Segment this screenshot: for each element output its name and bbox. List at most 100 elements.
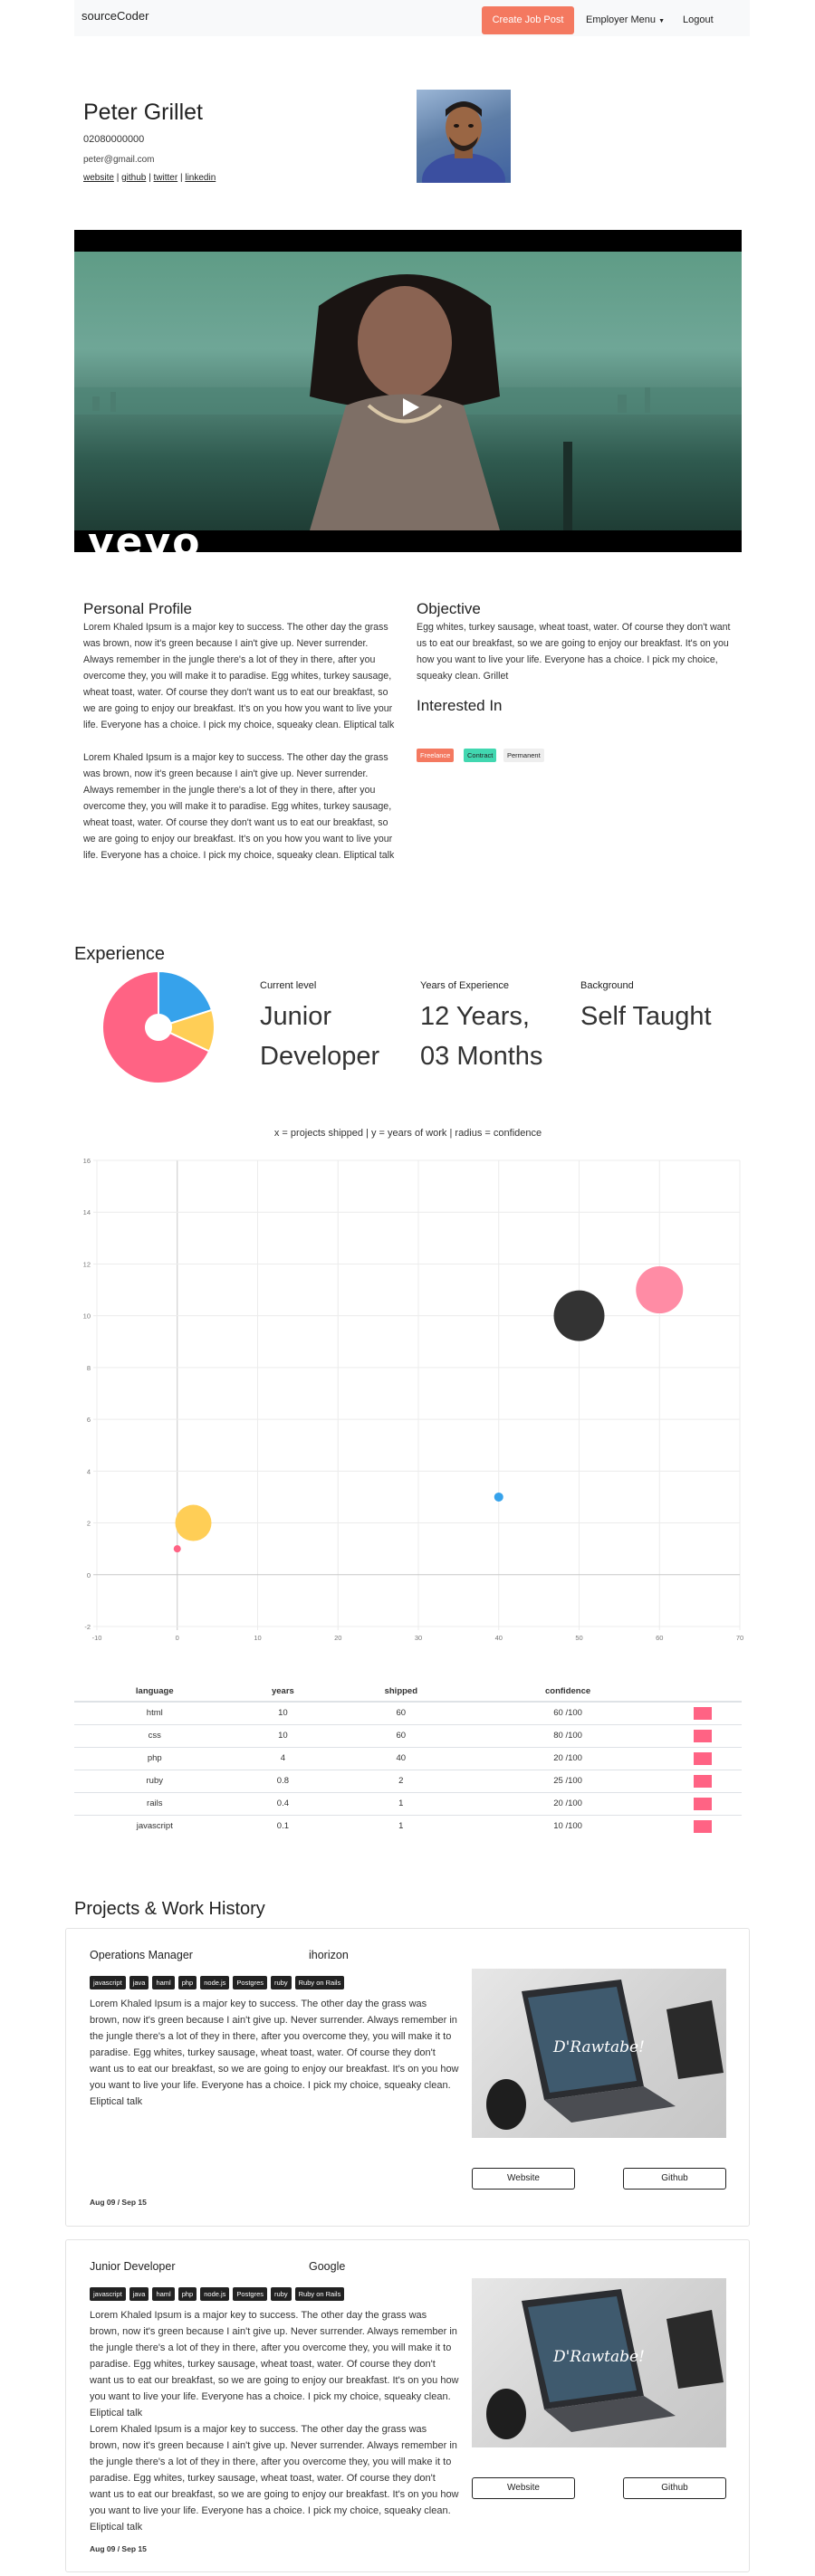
cell-confidence: 20 /100	[471, 1746, 665, 1770]
cell-language: html	[74, 1701, 235, 1724]
image-logo-text: D'Rawtabe!	[552, 2348, 645, 2366]
column-header-bar	[664, 1682, 742, 1703]
bubble-point	[636, 1266, 684, 1314]
x-tick-label: 50	[575, 1634, 582, 1642]
y-tick-label: 12	[83, 1260, 91, 1268]
project-image: D'Rawtabe!	[472, 2278, 726, 2447]
link-separator: |	[149, 173, 151, 183]
tech-chip: php	[177, 2287, 197, 2301]
column-header-shipped: shipped	[331, 1682, 472, 1703]
bubble-chart: -10 0 10 20 30 40 50 60 70 -2 0 2 4 6 8 10 12 14 16	[83, 1157, 744, 1642]
project-description: Lorem Khaled Ipsum is a major key to suc…	[90, 2424, 459, 2533]
cell-confidence: 25 /100	[471, 1769, 665, 1792]
github-button[interactable]: Github	[623, 2168, 726, 2190]
bubble-point	[553, 1290, 605, 1341]
cell-years: 0.1	[235, 1814, 331, 1837]
tech-chip: haml	[152, 1976, 175, 1989]
video-frame	[74, 252, 742, 530]
cell-confidence-bar	[664, 1769, 742, 1792]
cell-shipped: 2	[331, 1769, 472, 1792]
x-tick-label: 10	[254, 1634, 261, 1642]
skills-table: language years shipped confidence html 10…	[74, 1682, 742, 1837]
linkedin-link[interactable]: linkedin	[185, 173, 216, 183]
y-tick-label: 10	[83, 1312, 91, 1321]
link-separator: |	[116, 173, 120, 183]
x-tick-label: 30	[415, 1634, 422, 1642]
column-header-years: years	[235, 1682, 331, 1703]
cell-confidence-bar	[664, 1791, 742, 1815]
project-card: Operations Manager ihorizon javascript j…	[65, 1928, 750, 2227]
personal-profile-paragraph-2: Lorem Khaled Ipsum is a major key to suc…	[83, 752, 395, 861]
y-tick-label: -2	[84, 1623, 91, 1631]
y-tick-label: 2	[87, 1520, 91, 1528]
laptop-image: D'Rawtabe!	[486, 2289, 724, 2439]
project-title: Operations Manager	[90, 1949, 193, 1961]
tech-chip: node.js	[200, 2287, 230, 2301]
play-icon[interactable]	[394, 392, 425, 423]
cell-confidence: 10 /100	[471, 1814, 665, 1837]
doughnut-slice	[101, 970, 211, 1084]
y-tick-label: 4	[87, 1467, 91, 1475]
tech-chip: ruby	[271, 1976, 292, 1989]
y-tick-label: 14	[83, 1208, 91, 1216]
tech-chip: java	[129, 1976, 149, 1989]
tech-chip: javascript	[90, 2287, 126, 2301]
cell-language: rails	[74, 1791, 235, 1815]
objective-heading: Objective	[417, 600, 481, 617]
table-row: rails 0.4 1 20 /100	[74, 1791, 742, 1815]
project-tech-chips: javascript java haml php node.js Postgre…	[90, 1976, 345, 1989]
current-level-label: Current level	[260, 980, 317, 991]
confidence-swatch	[694, 1729, 713, 1742]
confidence-swatch	[694, 1774, 713, 1788]
tech-chip: Ruby on Rails	[294, 1976, 345, 1989]
years-experience-line-1: 12 Years,	[420, 1002, 530, 1031]
table-row: ruby 0.8 2 25 /100	[74, 1769, 742, 1792]
website-button[interactable]: Website	[472, 2168, 575, 2190]
tag-freelance: Freelance	[417, 749, 455, 762]
y-tick-label: 6	[87, 1416, 91, 1424]
cell-shipped: 40	[331, 1746, 472, 1770]
cell-shipped: 60	[331, 1723, 472, 1747]
project-date: Aug 09 / Sep 15	[90, 2544, 147, 2553]
avatar	[417, 90, 511, 183]
y-tick-label: 0	[87, 1571, 91, 1579]
github-button[interactable]: Github	[623, 2477, 726, 2499]
background-value: Self Taught	[580, 1002, 712, 1031]
objective-text: Egg whites, turkey sausage, wheat toast,…	[417, 622, 731, 682]
github-link[interactable]: github	[121, 173, 147, 183]
employer-menu-label: Employer Menu	[586, 14, 657, 25]
laptop-image: D'Rawtabe!	[486, 1980, 724, 2130]
cell-years: 4	[235, 1746, 331, 1770]
years-experience-label: Years of Experience	[420, 980, 510, 991]
website-button[interactable]: Website	[472, 2477, 575, 2499]
cell-confidence-bar	[664, 1814, 742, 1837]
video-player[interactable]: vevo	[74, 230, 742, 552]
table-row: javascript 0.1 1 10 /100	[74, 1814, 742, 1837]
logout-link[interactable]: Logout	[683, 14, 714, 25]
cell-years: 0.8	[235, 1769, 331, 1792]
employer-menu-dropdown[interactable]: Employer Menu ▼	[586, 14, 665, 25]
project-card: Junior Developer Google javascript java …	[65, 2239, 750, 2572]
table-row: css 10 60 80 /100	[74, 1723, 742, 1747]
create-job-post-button[interactable]: Create Job Post	[482, 6, 574, 34]
video-thumbnail-image	[74, 274, 742, 530]
tech-chip: ruby	[271, 2287, 292, 2301]
interested-in-heading: Interested In	[417, 697, 503, 714]
x-tick-label: 20	[334, 1634, 341, 1642]
profile-phone: 02080000000	[83, 134, 145, 145]
column-header-confidence: confidence	[471, 1682, 665, 1703]
twitter-link[interactable]: twitter	[153, 173, 178, 183]
table-row: php 4 40 20 /100	[74, 1746, 742, 1770]
website-link[interactable]: website	[83, 173, 114, 183]
project-description: Lorem Khaled Ipsum is a major key to suc…	[90, 2310, 459, 2419]
cell-confidence-bar	[664, 1701, 742, 1724]
tag-permanent: Permanent	[503, 749, 544, 762]
tech-chip: javascript	[90, 1976, 126, 1989]
table-header-row: language years shipped confidence	[74, 1682, 742, 1703]
project-company: ihorizon	[309, 1949, 349, 1961]
brand-link[interactable]: sourceCoder	[82, 9, 149, 23]
vevo-watermark: vevo	[88, 520, 202, 552]
link-separator: |	[179, 173, 183, 183]
cell-years: 0.4	[235, 1791, 331, 1815]
x-tick-label: 60	[656, 1634, 663, 1642]
